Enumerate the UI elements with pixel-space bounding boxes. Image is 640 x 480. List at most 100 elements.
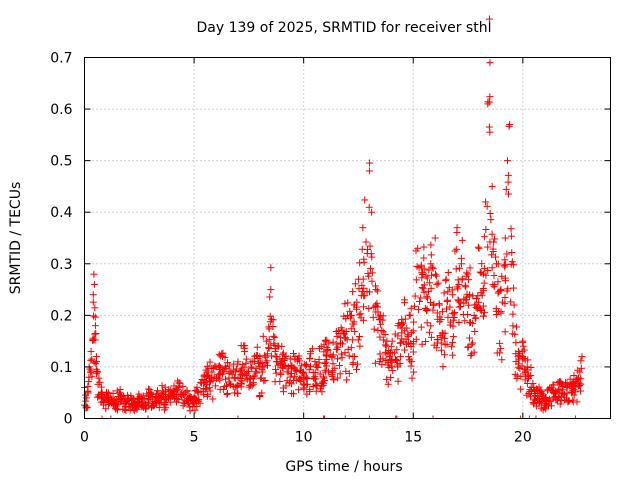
data-point bbox=[365, 304, 373, 312]
data-point bbox=[396, 339, 404, 347]
data-point bbox=[423, 294, 431, 302]
data-point bbox=[158, 382, 166, 390]
data-point bbox=[344, 345, 352, 353]
data-point bbox=[509, 310, 517, 318]
data-point bbox=[230, 360, 238, 368]
data-point bbox=[345, 369, 353, 377]
data-point bbox=[394, 363, 402, 371]
data-point bbox=[376, 350, 384, 358]
data-point bbox=[466, 334, 474, 342]
data-point bbox=[483, 202, 491, 210]
data-point bbox=[503, 250, 511, 258]
data-point bbox=[89, 291, 97, 299]
data-point bbox=[116, 385, 124, 393]
data-point bbox=[247, 363, 255, 371]
data-point bbox=[320, 373, 328, 381]
data-point bbox=[542, 405, 550, 413]
data-point bbox=[197, 388, 205, 396]
data-point bbox=[436, 301, 444, 309]
data-point bbox=[91, 313, 99, 321]
data-point bbox=[513, 374, 521, 382]
data-point bbox=[102, 405, 110, 413]
data-point bbox=[517, 385, 525, 393]
data-point bbox=[324, 347, 332, 355]
data-point bbox=[329, 367, 337, 375]
data-point bbox=[366, 288, 374, 296]
data-point bbox=[507, 225, 515, 233]
data-point bbox=[196, 399, 204, 407]
data-point bbox=[467, 352, 475, 360]
data-point bbox=[449, 351, 457, 359]
data-point bbox=[443, 340, 451, 348]
data-point bbox=[497, 286, 505, 294]
data-point bbox=[329, 338, 337, 346]
y-tick-label: 0.5 bbox=[50, 154, 72, 170]
data-point bbox=[449, 338, 457, 346]
data-point bbox=[458, 236, 466, 244]
data-point bbox=[502, 185, 510, 193]
data-point bbox=[184, 400, 192, 408]
data-point bbox=[347, 311, 355, 319]
data-point bbox=[479, 302, 487, 310]
data-point bbox=[322, 337, 330, 345]
data-point bbox=[497, 309, 505, 317]
data-point bbox=[249, 380, 257, 388]
data-point bbox=[420, 243, 428, 251]
data-point bbox=[546, 398, 554, 406]
data-point bbox=[427, 333, 435, 341]
data-point bbox=[504, 285, 512, 293]
data-point bbox=[97, 383, 105, 391]
data-point bbox=[376, 315, 384, 323]
data-point bbox=[453, 245, 461, 253]
data-point bbox=[243, 368, 251, 376]
data-point bbox=[256, 363, 264, 371]
data-point bbox=[340, 329, 348, 337]
data-point bbox=[517, 372, 525, 380]
data-point bbox=[84, 389, 92, 397]
data-point bbox=[397, 339, 405, 347]
data-point bbox=[453, 224, 461, 232]
data-point bbox=[383, 375, 391, 383]
data-point bbox=[90, 280, 98, 288]
data-point bbox=[519, 342, 527, 350]
data-point bbox=[490, 238, 498, 246]
data-point bbox=[90, 270, 98, 278]
data-point bbox=[162, 404, 170, 412]
data-point bbox=[292, 366, 300, 374]
data-point bbox=[333, 355, 341, 363]
y-tick-label: 0 bbox=[64, 412, 73, 428]
data-point bbox=[482, 271, 490, 279]
data-point bbox=[198, 379, 206, 387]
data-point bbox=[148, 390, 156, 398]
data-point bbox=[505, 190, 513, 198]
data-point bbox=[564, 382, 572, 390]
data-point bbox=[405, 353, 413, 361]
data-point bbox=[452, 265, 460, 273]
data-point bbox=[338, 354, 346, 362]
data-point bbox=[332, 345, 340, 353]
data-point bbox=[565, 397, 573, 405]
data-point bbox=[488, 230, 496, 238]
data-point bbox=[206, 387, 214, 395]
data-point bbox=[527, 393, 535, 401]
data-point bbox=[501, 294, 509, 302]
data-point bbox=[141, 394, 149, 402]
data-point bbox=[500, 261, 508, 269]
data-point bbox=[272, 369, 280, 377]
data-point bbox=[334, 374, 342, 382]
data-point bbox=[570, 391, 578, 399]
data-point bbox=[449, 291, 457, 299]
data-point bbox=[292, 377, 300, 385]
data-point bbox=[373, 299, 381, 307]
data-point bbox=[302, 362, 310, 370]
data-point bbox=[179, 382, 187, 390]
data-point bbox=[87, 368, 95, 376]
data-point bbox=[443, 297, 451, 305]
data-point bbox=[409, 327, 417, 335]
data-point bbox=[267, 264, 275, 272]
data-point bbox=[408, 358, 416, 366]
data-point bbox=[439, 330, 447, 338]
data-point bbox=[398, 319, 406, 327]
data-point bbox=[360, 255, 368, 263]
data-point bbox=[426, 279, 434, 287]
